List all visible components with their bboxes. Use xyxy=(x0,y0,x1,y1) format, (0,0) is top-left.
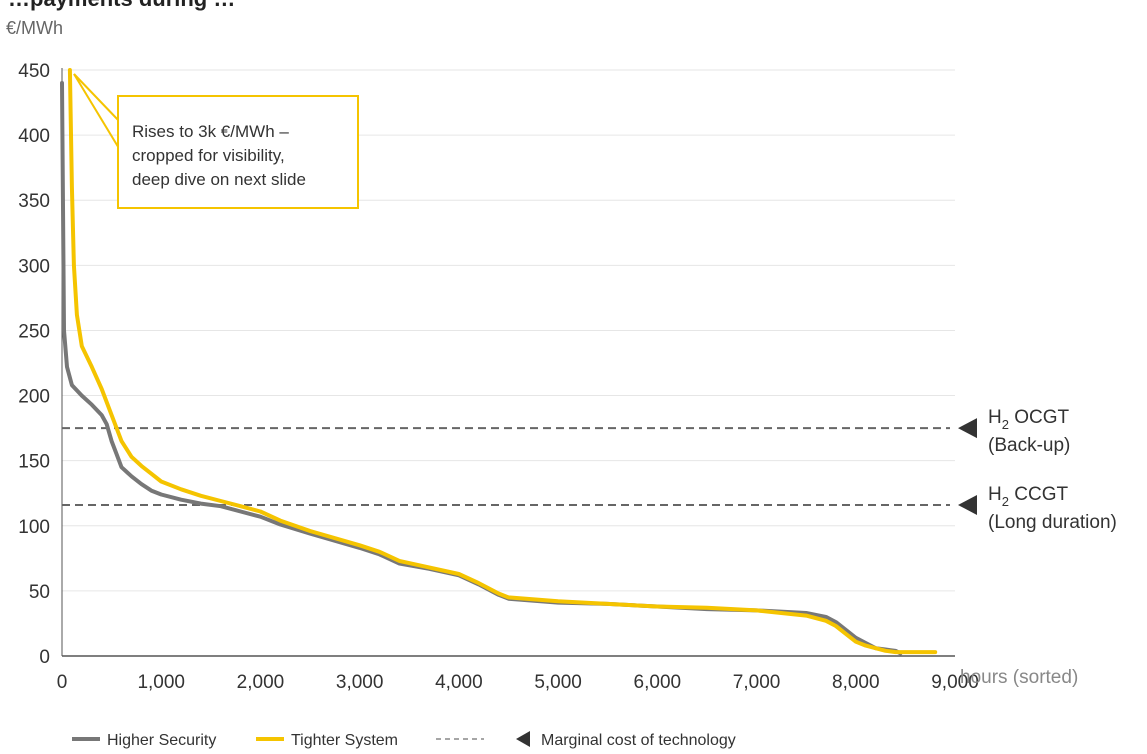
y-axis-label: €/MWh xyxy=(6,18,63,38)
x-tick-label: 3,000 xyxy=(336,672,384,693)
legend-label: Marginal cost of technology xyxy=(541,732,736,749)
x-tick-label: 2,000 xyxy=(237,672,285,693)
reference-label: H2 CCGT xyxy=(988,484,1068,509)
series-line-higher-security xyxy=(60,81,903,656)
annotation-text: deep dive on next slide xyxy=(132,170,306,189)
series-line-tighter-system xyxy=(67,68,938,655)
x-tick-label: 5,000 xyxy=(534,672,582,693)
y-tick-label: 250 xyxy=(18,321,50,342)
reference-label: H2 OCGT xyxy=(988,407,1070,432)
y-tick-label: 300 xyxy=(18,256,50,277)
x-tick-label: 8,000 xyxy=(832,672,880,693)
marginal-cost-marker xyxy=(958,418,977,439)
y-tick-label: 400 xyxy=(18,126,50,147)
cropped-chart-title: …payments during … xyxy=(8,0,235,12)
y-tick-label: 150 xyxy=(18,452,50,473)
x-axis-label: hours (sorted) xyxy=(960,667,1078,688)
x-tick-label: 0 xyxy=(57,672,68,693)
reference-label-line2: (Long duration) xyxy=(988,512,1117,533)
legend-label: Higher Security xyxy=(107,732,216,749)
x-tick-label: 4,000 xyxy=(435,672,483,693)
annotation-pointer xyxy=(73,73,121,123)
annotation-pointer xyxy=(73,73,121,151)
annotation-box xyxy=(117,95,359,209)
x-tick-label: 1,000 xyxy=(137,672,185,693)
y-tick-label: 450 xyxy=(18,61,50,82)
y-tick-label: 100 xyxy=(18,517,50,538)
y-tick-label: 200 xyxy=(18,387,50,408)
x-tick-label: 6,000 xyxy=(634,672,682,693)
legend-marker-marginal-cost xyxy=(516,731,530,747)
annotation-text: Rises to 3k €/MWh – xyxy=(132,122,289,141)
y-tick-label: 0 xyxy=(39,647,50,668)
legend-label: Tighter System xyxy=(291,732,398,749)
x-tick-label: 9,000 xyxy=(931,672,979,693)
marginal-cost-marker xyxy=(958,494,977,515)
x-tick-label: 7,000 xyxy=(733,672,781,693)
annotation-text: cropped for visibility, xyxy=(132,146,285,165)
y-tick-label: 350 xyxy=(18,191,50,212)
y-tick-label: 50 xyxy=(29,582,50,603)
reference-label-line2: (Back-up) xyxy=(988,435,1070,456)
